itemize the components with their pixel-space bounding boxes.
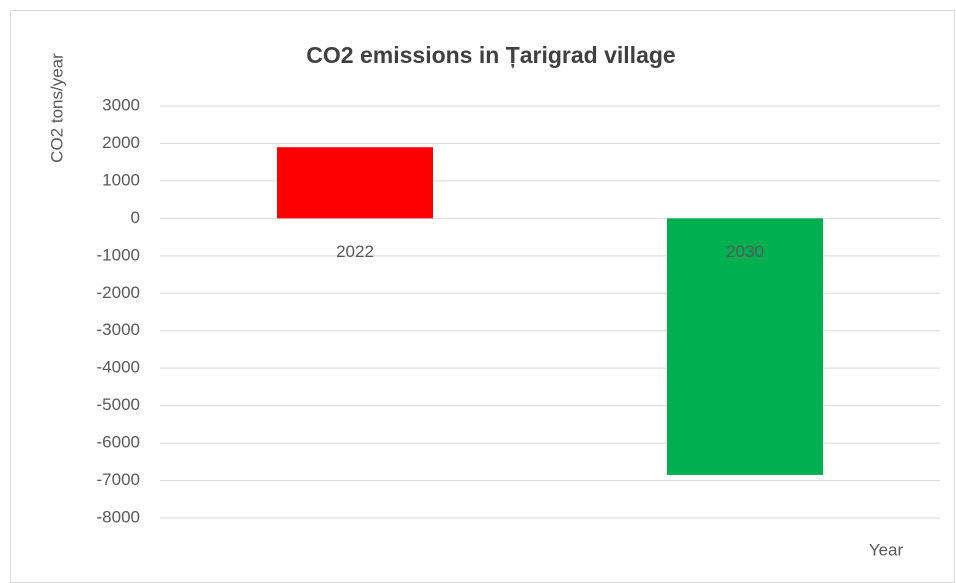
bar [277, 147, 433, 219]
y-tick-label: -3000 [97, 320, 140, 339]
x-axis-label: Year [869, 540, 904, 559]
y-tick-label: -5000 [97, 395, 140, 414]
y-tick-label: -6000 [97, 433, 140, 452]
y-axis-label: CO2 tons/year [47, 53, 66, 163]
y-tick-label: -4000 [97, 358, 140, 377]
y-tick-label: 1000 [102, 170, 140, 189]
y-tick-label: -2000 [97, 283, 140, 302]
y-tick-label: -7000 [97, 470, 140, 489]
y-tick-label: 2000 [102, 133, 140, 152]
y-tick-label: -1000 [97, 245, 140, 264]
y-tick-label: -8000 [97, 507, 140, 526]
bar [667, 218, 823, 475]
y-tick-label: 0 [131, 208, 140, 227]
x-tick-label: 2022 [336, 242, 374, 261]
chart-title: CO2 emissions in Țarigrad village [306, 42, 675, 68]
y-tick-label: 3000 [102, 95, 140, 114]
x-tick-label: 2030 [726, 242, 764, 261]
